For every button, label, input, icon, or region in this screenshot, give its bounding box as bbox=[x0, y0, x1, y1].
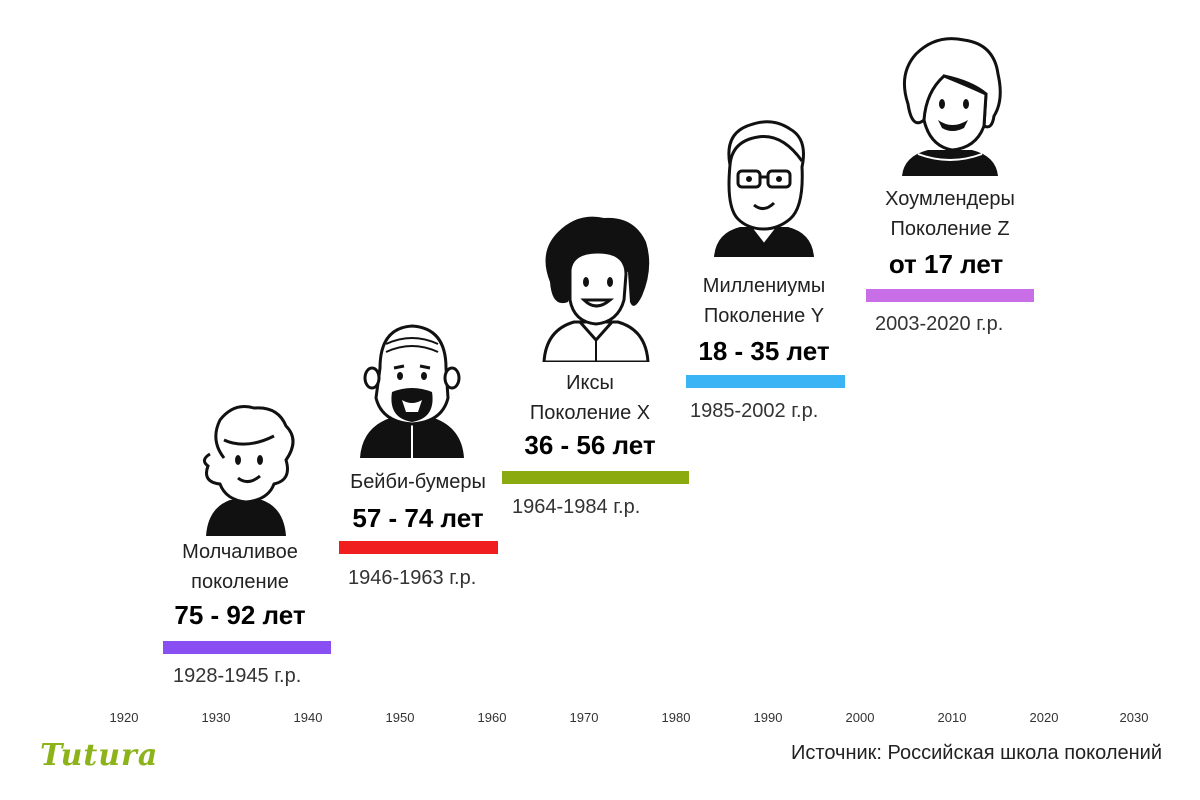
boomer-generation-age: 57 - 74 лет bbox=[352, 503, 484, 533]
genx-generation-bar bbox=[502, 471, 689, 484]
genz-generation-name-line2: Поколение Z bbox=[890, 218, 1010, 240]
axis-tick-1920: 1920 bbox=[109, 710, 139, 725]
axis-tick-2010: 2010 bbox=[937, 710, 967, 725]
silent-generation-years: 1928-1945 г.р. bbox=[173, 665, 302, 687]
genz-generation-name-line1: Хоумлендеры bbox=[885, 188, 1015, 210]
boomer-generation-name: Бейби-бумеры bbox=[328, 467, 508, 497]
genz-generation-name: Хоумлендеры Поколение Z bbox=[860, 184, 1040, 244]
silent-generation-name: Молчаливое поколение bbox=[150, 537, 330, 597]
silent-generation-age: 75 - 92 лет bbox=[174, 600, 306, 630]
genz-avatar-icon bbox=[894, 34, 1006, 176]
axis-tick-1940: 1940 bbox=[293, 710, 323, 725]
silent-avatar-icon bbox=[188, 400, 304, 536]
millennial-generation-bar bbox=[686, 375, 845, 388]
timeline-axis: 1920 1930 1940 1950 1960 1970 1980 1990 … bbox=[0, 710, 1200, 730]
axis-tick-1950: 1950 bbox=[385, 710, 415, 725]
axis-tick-2030: 2030 bbox=[1119, 710, 1149, 725]
axis-tick-1960: 1960 bbox=[477, 710, 507, 725]
axis-tick-1970: 1970 bbox=[569, 710, 599, 725]
millennial-generation-name-line2: Поколение Y bbox=[703, 305, 825, 327]
axis-tick-1990: 1990 bbox=[753, 710, 783, 725]
genx-avatar-icon bbox=[538, 212, 654, 364]
axis-tick-1930: 1930 bbox=[201, 710, 231, 725]
silent-generation-bar bbox=[163, 641, 331, 654]
genz-generation-age: от 17 лет bbox=[888, 249, 1004, 279]
millennial-generation-years: 1985-2002 г.р. bbox=[690, 400, 819, 422]
tutura-logo: Tutura bbox=[40, 738, 159, 773]
boomer-avatar-icon bbox=[356, 318, 468, 458]
genx-generation-name: Иксы Поколение X bbox=[500, 368, 680, 428]
genz-generation-bar bbox=[866, 289, 1034, 302]
silent-generation-name-line2: поколение bbox=[191, 571, 289, 593]
silent-generation-name-line1: Молчаливое bbox=[182, 541, 298, 563]
genx-generation-name-line2: Поколение X bbox=[529, 402, 651, 424]
axis-tick-2020: 2020 bbox=[1029, 710, 1059, 725]
millennial-generation-name-line1: Миллениумы bbox=[702, 275, 826, 297]
genx-generation-age: 36 - 56 лет bbox=[524, 430, 656, 460]
boomer-generation-name-line1: Бейби-бумеры bbox=[350, 471, 486, 493]
genz-generation-years: 2003-2020 г.р. bbox=[875, 313, 1004, 335]
millennial-generation-age: 18 - 35 лет bbox=[698, 336, 830, 366]
millennial-generation-name: Миллениумы Поколение Y bbox=[674, 271, 854, 331]
genx-generation-years: 1964-1984 г.р. bbox=[512, 496, 641, 518]
genx-generation-name-line1: Иксы bbox=[566, 372, 614, 394]
source-note: Источник: Российская школа поколений bbox=[791, 742, 1162, 764]
boomer-generation-bar bbox=[339, 541, 498, 554]
axis-tick-1980: 1980 bbox=[661, 710, 691, 725]
axis-tick-2000: 2000 bbox=[845, 710, 875, 725]
millennial-avatar-icon bbox=[712, 115, 816, 257]
boomer-generation-years: 1946-1963 г.р. bbox=[348, 567, 477, 589]
